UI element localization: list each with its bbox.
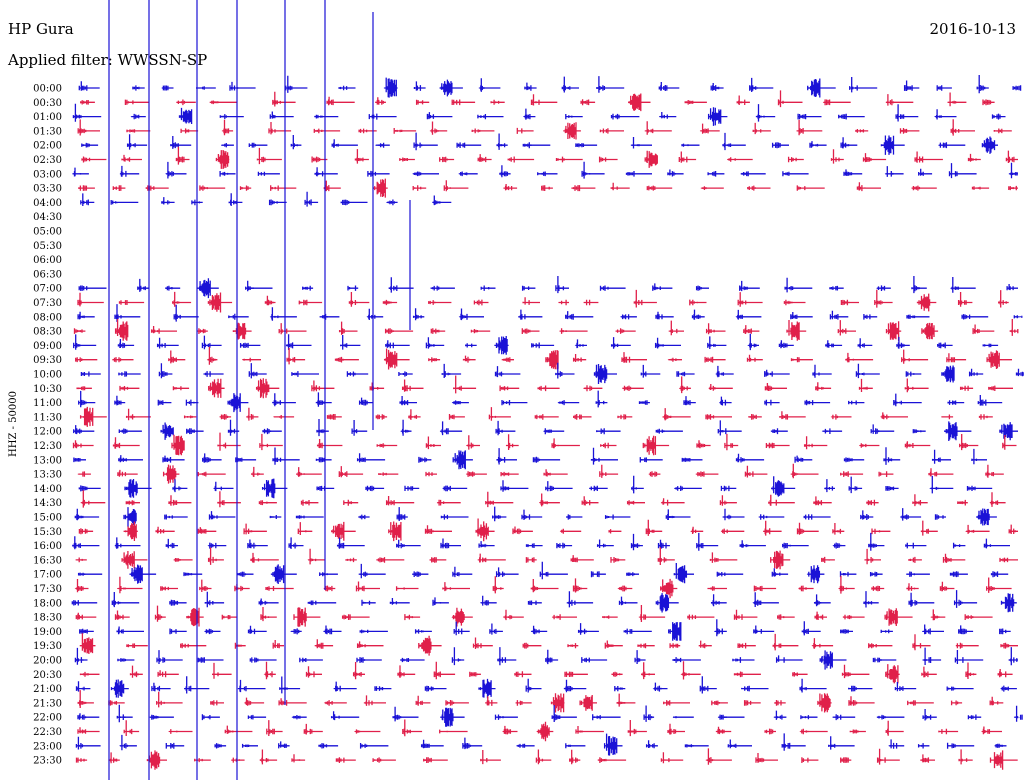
hour-label: 13:30 (33, 470, 62, 481)
hour-label: 08:00 (33, 312, 62, 323)
hour-label: 18:30 (33, 613, 62, 624)
trace-row (81, 132, 998, 155)
trace-row (78, 390, 1003, 413)
trace-row (74, 647, 1018, 670)
hour-label: 09:30 (33, 355, 62, 366)
trace-row (77, 304, 1023, 322)
hour-label: 21:30 (33, 698, 62, 709)
hour-label: 19:00 (33, 627, 62, 638)
hour-label: 14:30 (33, 498, 62, 509)
hour-label: 15:30 (33, 527, 62, 538)
trace-row (77, 704, 1023, 727)
hour-label: 20:00 (33, 656, 62, 667)
trace-row (78, 75, 1022, 98)
hour-label: 01:00 (33, 112, 62, 123)
trace-row (75, 676, 1017, 699)
hour-label: 07:30 (33, 298, 62, 309)
hour-label: 16:00 (33, 541, 62, 552)
hour-label: 19:30 (33, 641, 62, 652)
trace-row (74, 506, 997, 527)
trace-row (72, 161, 1018, 179)
hour-label: 23:30 (33, 756, 62, 767)
trace-row (78, 178, 1018, 198)
hour-label: 12:30 (33, 441, 62, 452)
trace-row (72, 532, 1010, 551)
hour-label: 11:00 (33, 398, 62, 409)
trace-row (75, 547, 1018, 570)
trace-row (75, 748, 1018, 770)
trace-row (73, 447, 987, 470)
date-label: 2016-10-13 (929, 20, 1016, 38)
hour-label: 04:30 (33, 212, 62, 223)
hour-label: 12:00 (33, 427, 62, 438)
trace-row (79, 633, 1018, 656)
hour-label: 03:30 (33, 184, 62, 195)
trace-row (78, 518, 1018, 542)
hour-label: 08:30 (33, 327, 62, 338)
trace-row (73, 419, 1018, 441)
trace-row (80, 362, 1024, 384)
trace-row (72, 432, 1017, 456)
trace-row (78, 276, 1018, 299)
hour-label: 05:00 (33, 227, 62, 238)
filter-label: Applied filter: WWSSN-SP (8, 51, 208, 69)
trace-row (75, 605, 993, 627)
trace-row (80, 90, 995, 112)
trace-row (71, 590, 1017, 613)
trace-row (75, 346, 1012, 370)
hour-label: 23:00 (33, 741, 62, 752)
hour-label: 01:30 (33, 126, 62, 137)
trace-row (73, 319, 1019, 341)
trace-row (73, 333, 999, 355)
trace-row (78, 475, 993, 499)
hour-label: 17:30 (33, 584, 62, 595)
trace-row (74, 575, 1012, 599)
trace-row (77, 289, 1009, 313)
trace-row (77, 119, 1012, 140)
hour-label: 18:00 (33, 598, 62, 609)
hour-label: 21:00 (33, 684, 62, 695)
row-labels: 00:00 00:30 01:00 01:30 02:00 02:30 03:00 03:30… (33, 84, 62, 767)
trace-row (81, 146, 1018, 169)
hour-label: 09:00 (33, 341, 62, 352)
hour-label: 03:00 (33, 169, 62, 180)
hour-label: 22:30 (33, 727, 62, 738)
hour-label: 05:30 (33, 241, 62, 252)
trace-row (75, 733, 1007, 756)
trace-row (77, 690, 1004, 713)
hour-label: 00:30 (33, 98, 62, 109)
large-event-spikes (108, 0, 411, 780)
trace-row (79, 661, 1013, 684)
hour-label: 13:00 (33, 455, 62, 466)
hour-label: 04:00 (33, 198, 62, 209)
hour-label: 06:30 (33, 269, 62, 280)
hour-label: 00:00 (33, 84, 62, 95)
trace-row (79, 406, 993, 427)
trace-rows (71, 75, 1024, 770)
trace-row (72, 103, 1006, 126)
station-title: HP Gura (8, 20, 74, 38)
hour-label: 14:00 (33, 484, 62, 495)
hour-label: 06:00 (33, 255, 62, 266)
trace-row (79, 619, 1011, 641)
hour-label: 02:30 (33, 155, 62, 166)
hour-label: 22:00 (33, 713, 62, 724)
hour-label: 15:00 (33, 513, 62, 524)
trace-row (77, 561, 1009, 584)
hour-label: 07:00 (33, 284, 62, 295)
hour-label: 10:00 (33, 370, 62, 381)
channel-label: HHZ - 50000 (8, 391, 19, 457)
trace-row (76, 375, 1013, 399)
trace-row (80, 191, 452, 207)
trace-row (77, 463, 1004, 484)
hour-label: 16:30 (33, 555, 62, 566)
hour-label: 17:00 (33, 570, 62, 581)
hour-label: 02:00 (33, 141, 62, 152)
hour-label: 11:30 (33, 412, 62, 423)
trace-row (77, 719, 1002, 742)
trace-row (80, 490, 1006, 508)
hour-label: 10:30 (33, 384, 62, 395)
hour-label: 20:30 (33, 670, 62, 681)
